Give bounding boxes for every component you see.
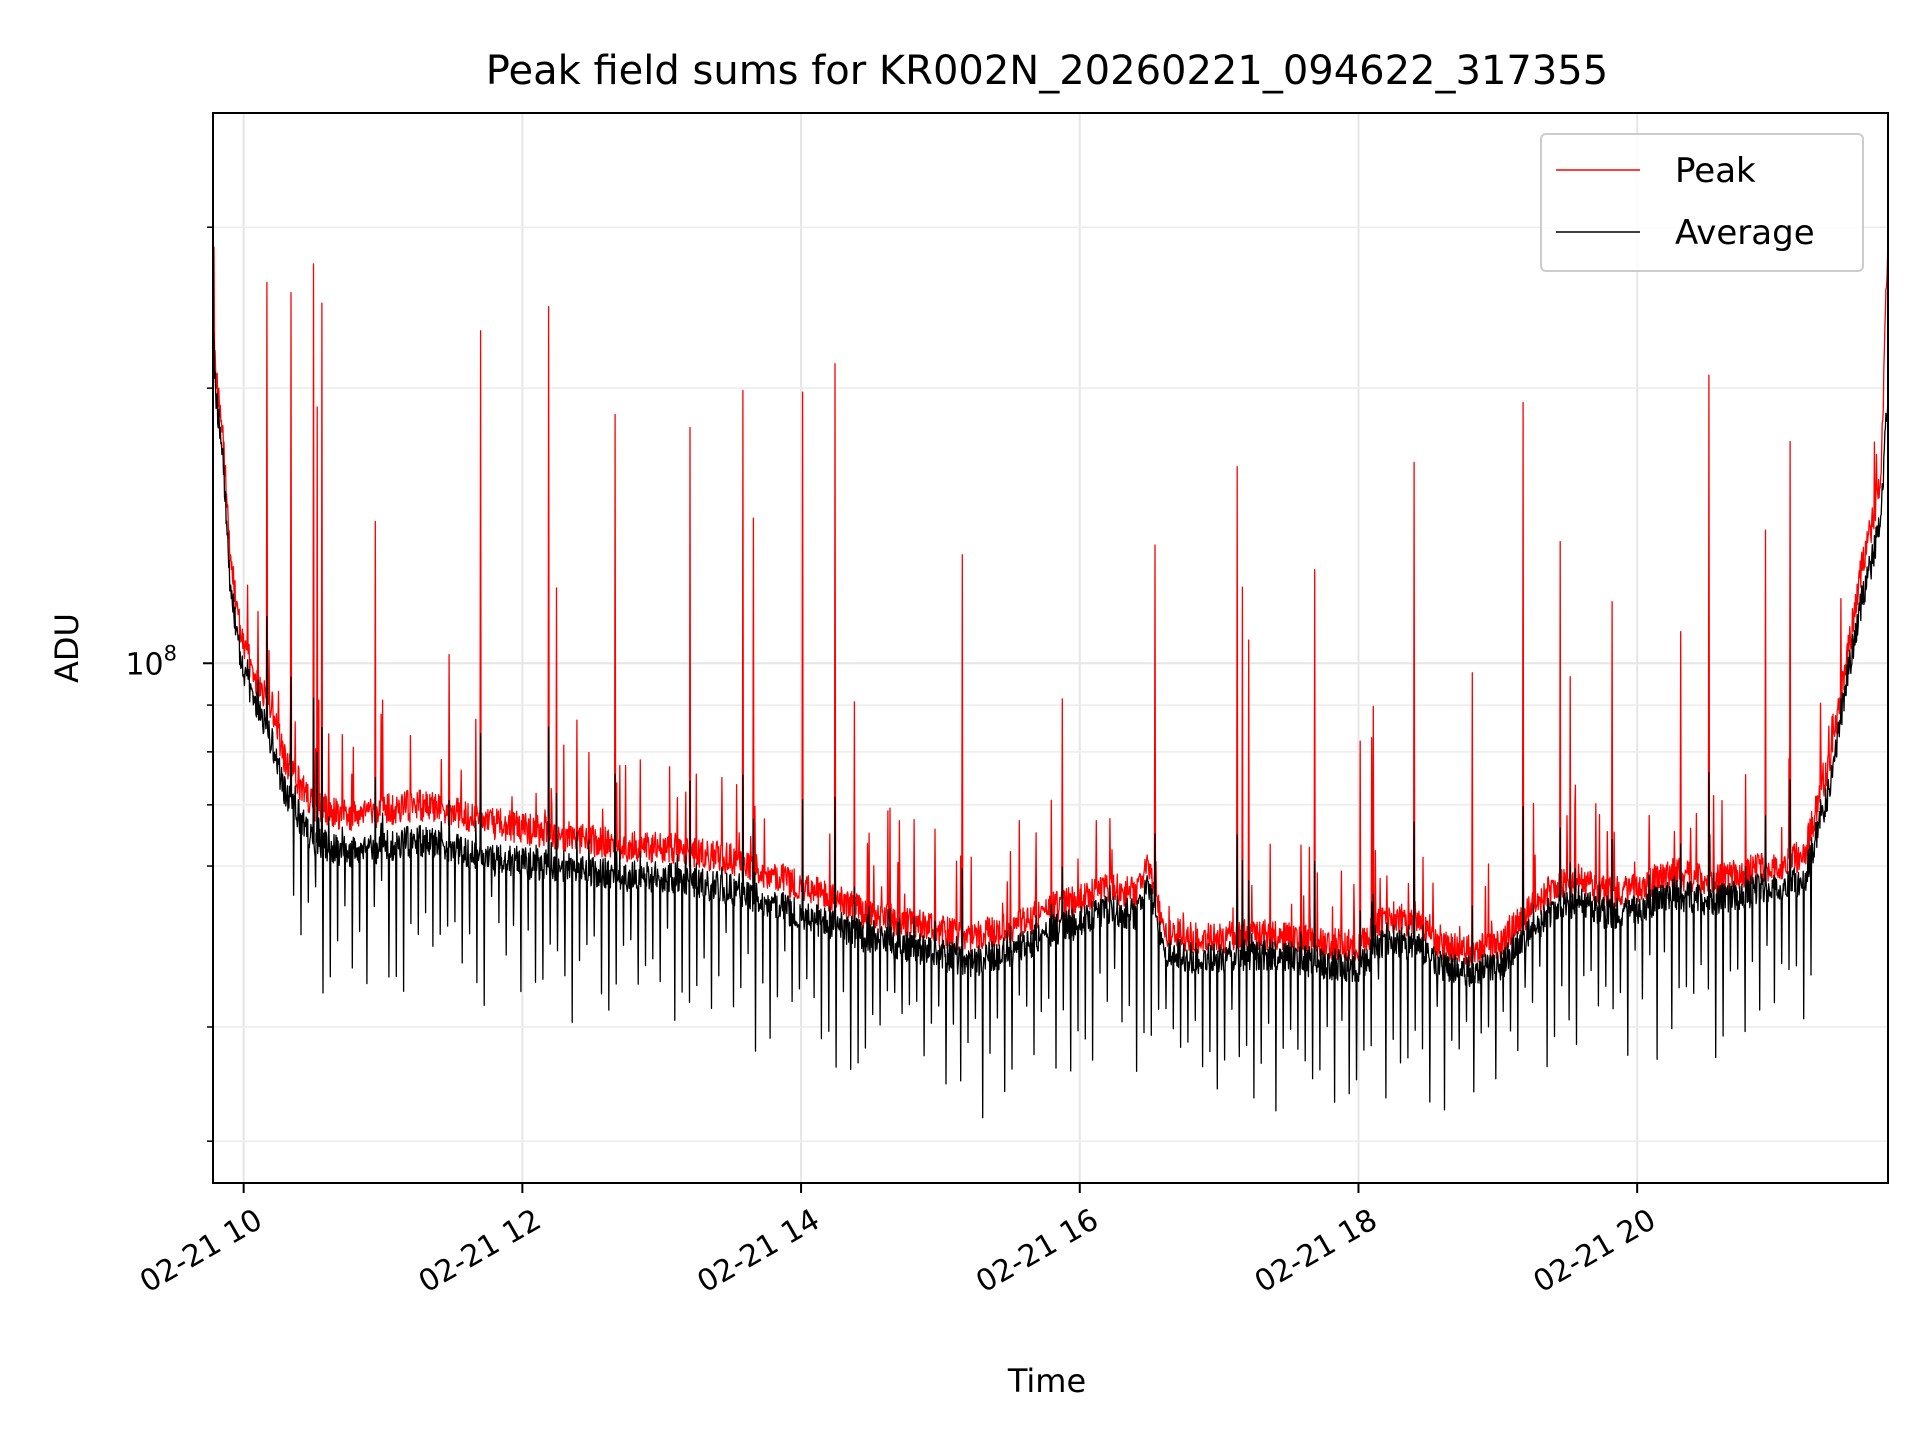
x-axis-label: Time: [1007, 1362, 1086, 1400]
y-tick-label: 108: [125, 641, 177, 682]
legend-label-average: Average: [1675, 213, 1815, 253]
legend-label-peak: Peak: [1675, 151, 1756, 191]
y-axis-label: ADU: [48, 613, 86, 683]
legend: Peak Average: [1540, 133, 1864, 272]
series-group: [212, 233, 1889, 1119]
series-line-average: [212, 329, 1889, 1119]
plot-frame: [212, 112, 1889, 1184]
legend-box: [1540, 133, 1864, 272]
chart-title: Peak field sums for KR002N_20260221_0946…: [486, 48, 1608, 94]
